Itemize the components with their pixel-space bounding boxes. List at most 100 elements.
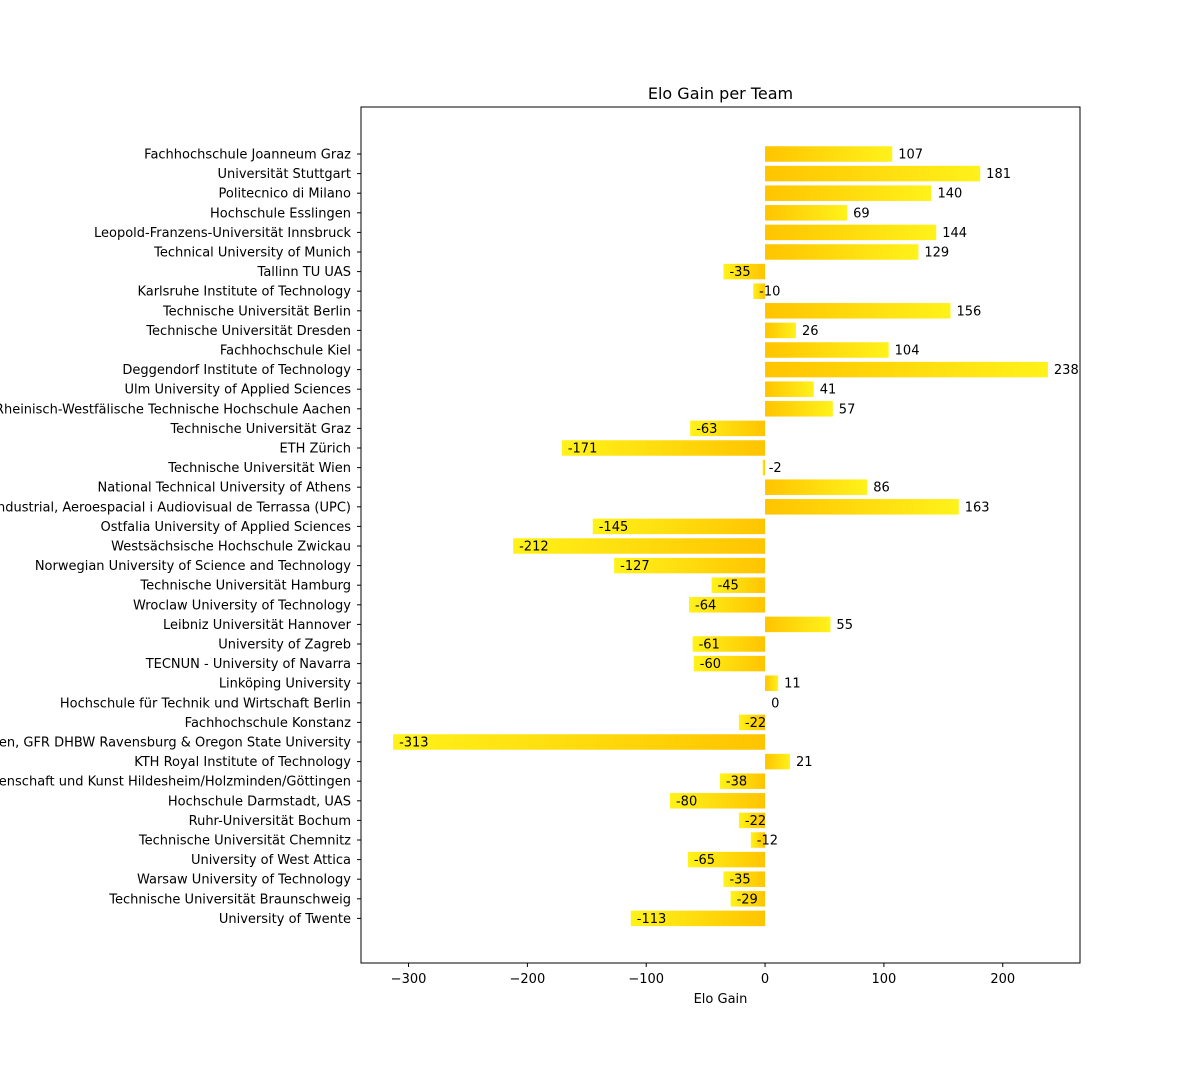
x-tick-label: 0 — [761, 972, 769, 987]
team-label: Fachhochschule Konstanz — [185, 716, 352, 731]
bar — [763, 460, 765, 476]
team-label: ETH Zürich — [279, 442, 351, 457]
value-label: 21 — [796, 755, 813, 770]
team-label: Technische Universität Graz — [169, 422, 351, 437]
team-label: Politecnico di Milano — [219, 187, 352, 202]
value-label: 26 — [802, 324, 819, 339]
value-label: -12 — [757, 834, 778, 849]
value-label: 11 — [784, 677, 801, 692]
bar — [765, 225, 936, 241]
bar — [765, 342, 889, 358]
team-label: TECNUN - University of Navarra — [145, 657, 351, 672]
value-label: -35 — [729, 265, 750, 280]
x-tick-label: −100 — [628, 972, 664, 987]
team-label: Karlsruhe Institute of Technology — [137, 285, 351, 300]
team-label: Technische Universität Wien — [167, 461, 351, 476]
bar — [765, 205, 847, 221]
value-label: -80 — [676, 794, 697, 809]
value-label: -61 — [699, 638, 720, 653]
value-label: -22 — [745, 716, 766, 731]
bar — [765, 479, 867, 495]
bar — [765, 323, 796, 339]
value-label: -145 — [599, 520, 629, 535]
value-label: 181 — [986, 167, 1011, 182]
value-label: 238 — [1054, 363, 1079, 378]
team-label: Technische Universität Hamburg — [139, 579, 351, 594]
team-label: Technical University of Munich — [153, 246, 351, 261]
team-label: Technische Universität Braunschweig — [108, 892, 351, 907]
team-label: Norwegian University of Science and Tech… — [35, 559, 351, 574]
team-label: Ruhr-Universität Bochum — [189, 814, 351, 829]
value-label: -127 — [620, 559, 650, 574]
team-label: Ostfalia University of Applied Sciences — [100, 520, 351, 535]
value-label: -63 — [696, 422, 717, 437]
team-label: KTH Royal Institute of Technology — [134, 755, 351, 770]
team-label: Fachhochschule Kiel — [220, 344, 351, 359]
plot-frame — [361, 107, 1080, 963]
team-label: Fachhochschule Joanneum Graz — [144, 148, 351, 163]
team-label: Deggendorf Institute of Technology — [122, 363, 351, 378]
value-label: 41 — [820, 383, 837, 398]
bar — [765, 401, 833, 417]
bar — [765, 303, 950, 319]
value-label: 0 — [771, 696, 779, 711]
value-label: -29 — [737, 892, 758, 907]
team-label: Westsächsische Hochschule Zwickau — [111, 540, 351, 555]
value-label: 86 — [873, 481, 890, 496]
bar — [765, 754, 790, 770]
bar — [765, 362, 1048, 378]
team-label: Rheinisch-Westfälische Technische Hochsc… — [0, 402, 351, 417]
bar — [765, 499, 959, 515]
chart-title: Elo Gain per Team — [648, 84, 793, 103]
value-label: 55 — [836, 618, 853, 633]
value-label: 107 — [898, 148, 923, 163]
team-label: Tallinn TU UAS — [257, 265, 351, 280]
value-label: 104 — [895, 344, 920, 359]
team-label: Hochschule Esslingen — [210, 206, 351, 221]
bar — [765, 185, 931, 201]
team-label: University of West Attica — [191, 853, 351, 868]
bar — [765, 146, 892, 162]
value-label: -22 — [745, 814, 766, 829]
value-label: -171 — [568, 442, 598, 457]
team-label: Wroclaw University of Technology — [133, 598, 351, 613]
value-label: -35 — [729, 873, 750, 888]
value-label: 140 — [937, 187, 962, 202]
value-label: -65 — [694, 853, 715, 868]
team-label: University of Twente — [219, 912, 351, 927]
value-label: 69 — [853, 206, 870, 221]
team-label: Universität Stuttgart — [217, 167, 351, 182]
team-label: Linköping University — [219, 677, 351, 692]
value-label: 129 — [924, 246, 949, 261]
team-label: Hochschule für Technik und Wirtschaft Be… — [60, 696, 351, 711]
value-label: 57 — [839, 402, 856, 417]
bar — [765, 675, 778, 691]
x-axis-label: Elo Gain — [694, 992, 748, 1007]
team-label: Leopold-Franzens-Universität Innsbruck — [94, 226, 351, 241]
value-label: -113 — [637, 912, 667, 927]
bars-layer — [393, 146, 1048, 926]
team-label: DHBW Stuttgart, DHBW Friedrichshafen, DH… — [0, 736, 351, 751]
bar — [513, 538, 765, 554]
team-label: Leibniz Universität Hannover — [163, 618, 352, 633]
value-label: -10 — [759, 285, 780, 300]
x-tick-label: 100 — [871, 972, 896, 987]
value-label: 163 — [965, 500, 990, 515]
team-label: Ulm University of Applied Sciences — [125, 383, 352, 398]
team-label: National Technical University of Athens — [97, 481, 351, 496]
bar — [765, 381, 814, 397]
value-label: -38 — [726, 775, 747, 790]
x-tick-label: 200 — [990, 972, 1015, 987]
team-label: Technische Universität Berlin — [162, 304, 351, 319]
value-label: -2 — [769, 461, 782, 476]
value-label: -313 — [399, 736, 429, 751]
team-label: Escola Superior d'Enginyeries Industrial… — [0, 500, 351, 515]
bar — [765, 617, 830, 633]
team-label: Hochschule für angewandte Wissenschaft u… — [0, 775, 351, 790]
x-tick-label: −200 — [510, 972, 546, 987]
value-label: -60 — [700, 657, 721, 672]
value-label: -45 — [718, 579, 739, 594]
